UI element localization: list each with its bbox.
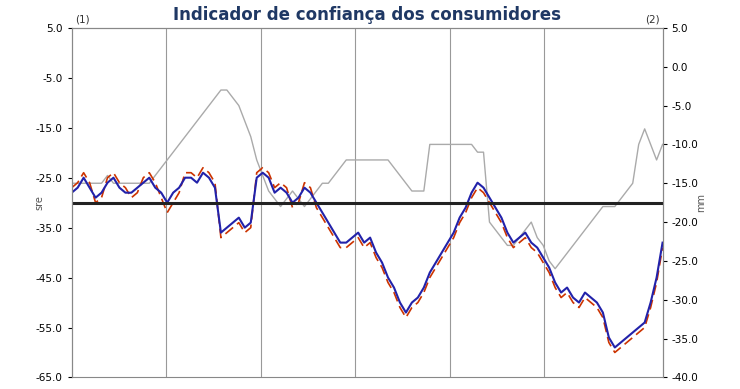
Text: sre: sre: [34, 195, 44, 210]
Text: mm: mm: [696, 193, 706, 212]
Title: Indicador de confiança dos consumidores: Indicador de confiança dos consumidores: [173, 5, 561, 24]
Text: (2): (2): [645, 14, 659, 25]
Text: (1): (1): [75, 14, 90, 25]
